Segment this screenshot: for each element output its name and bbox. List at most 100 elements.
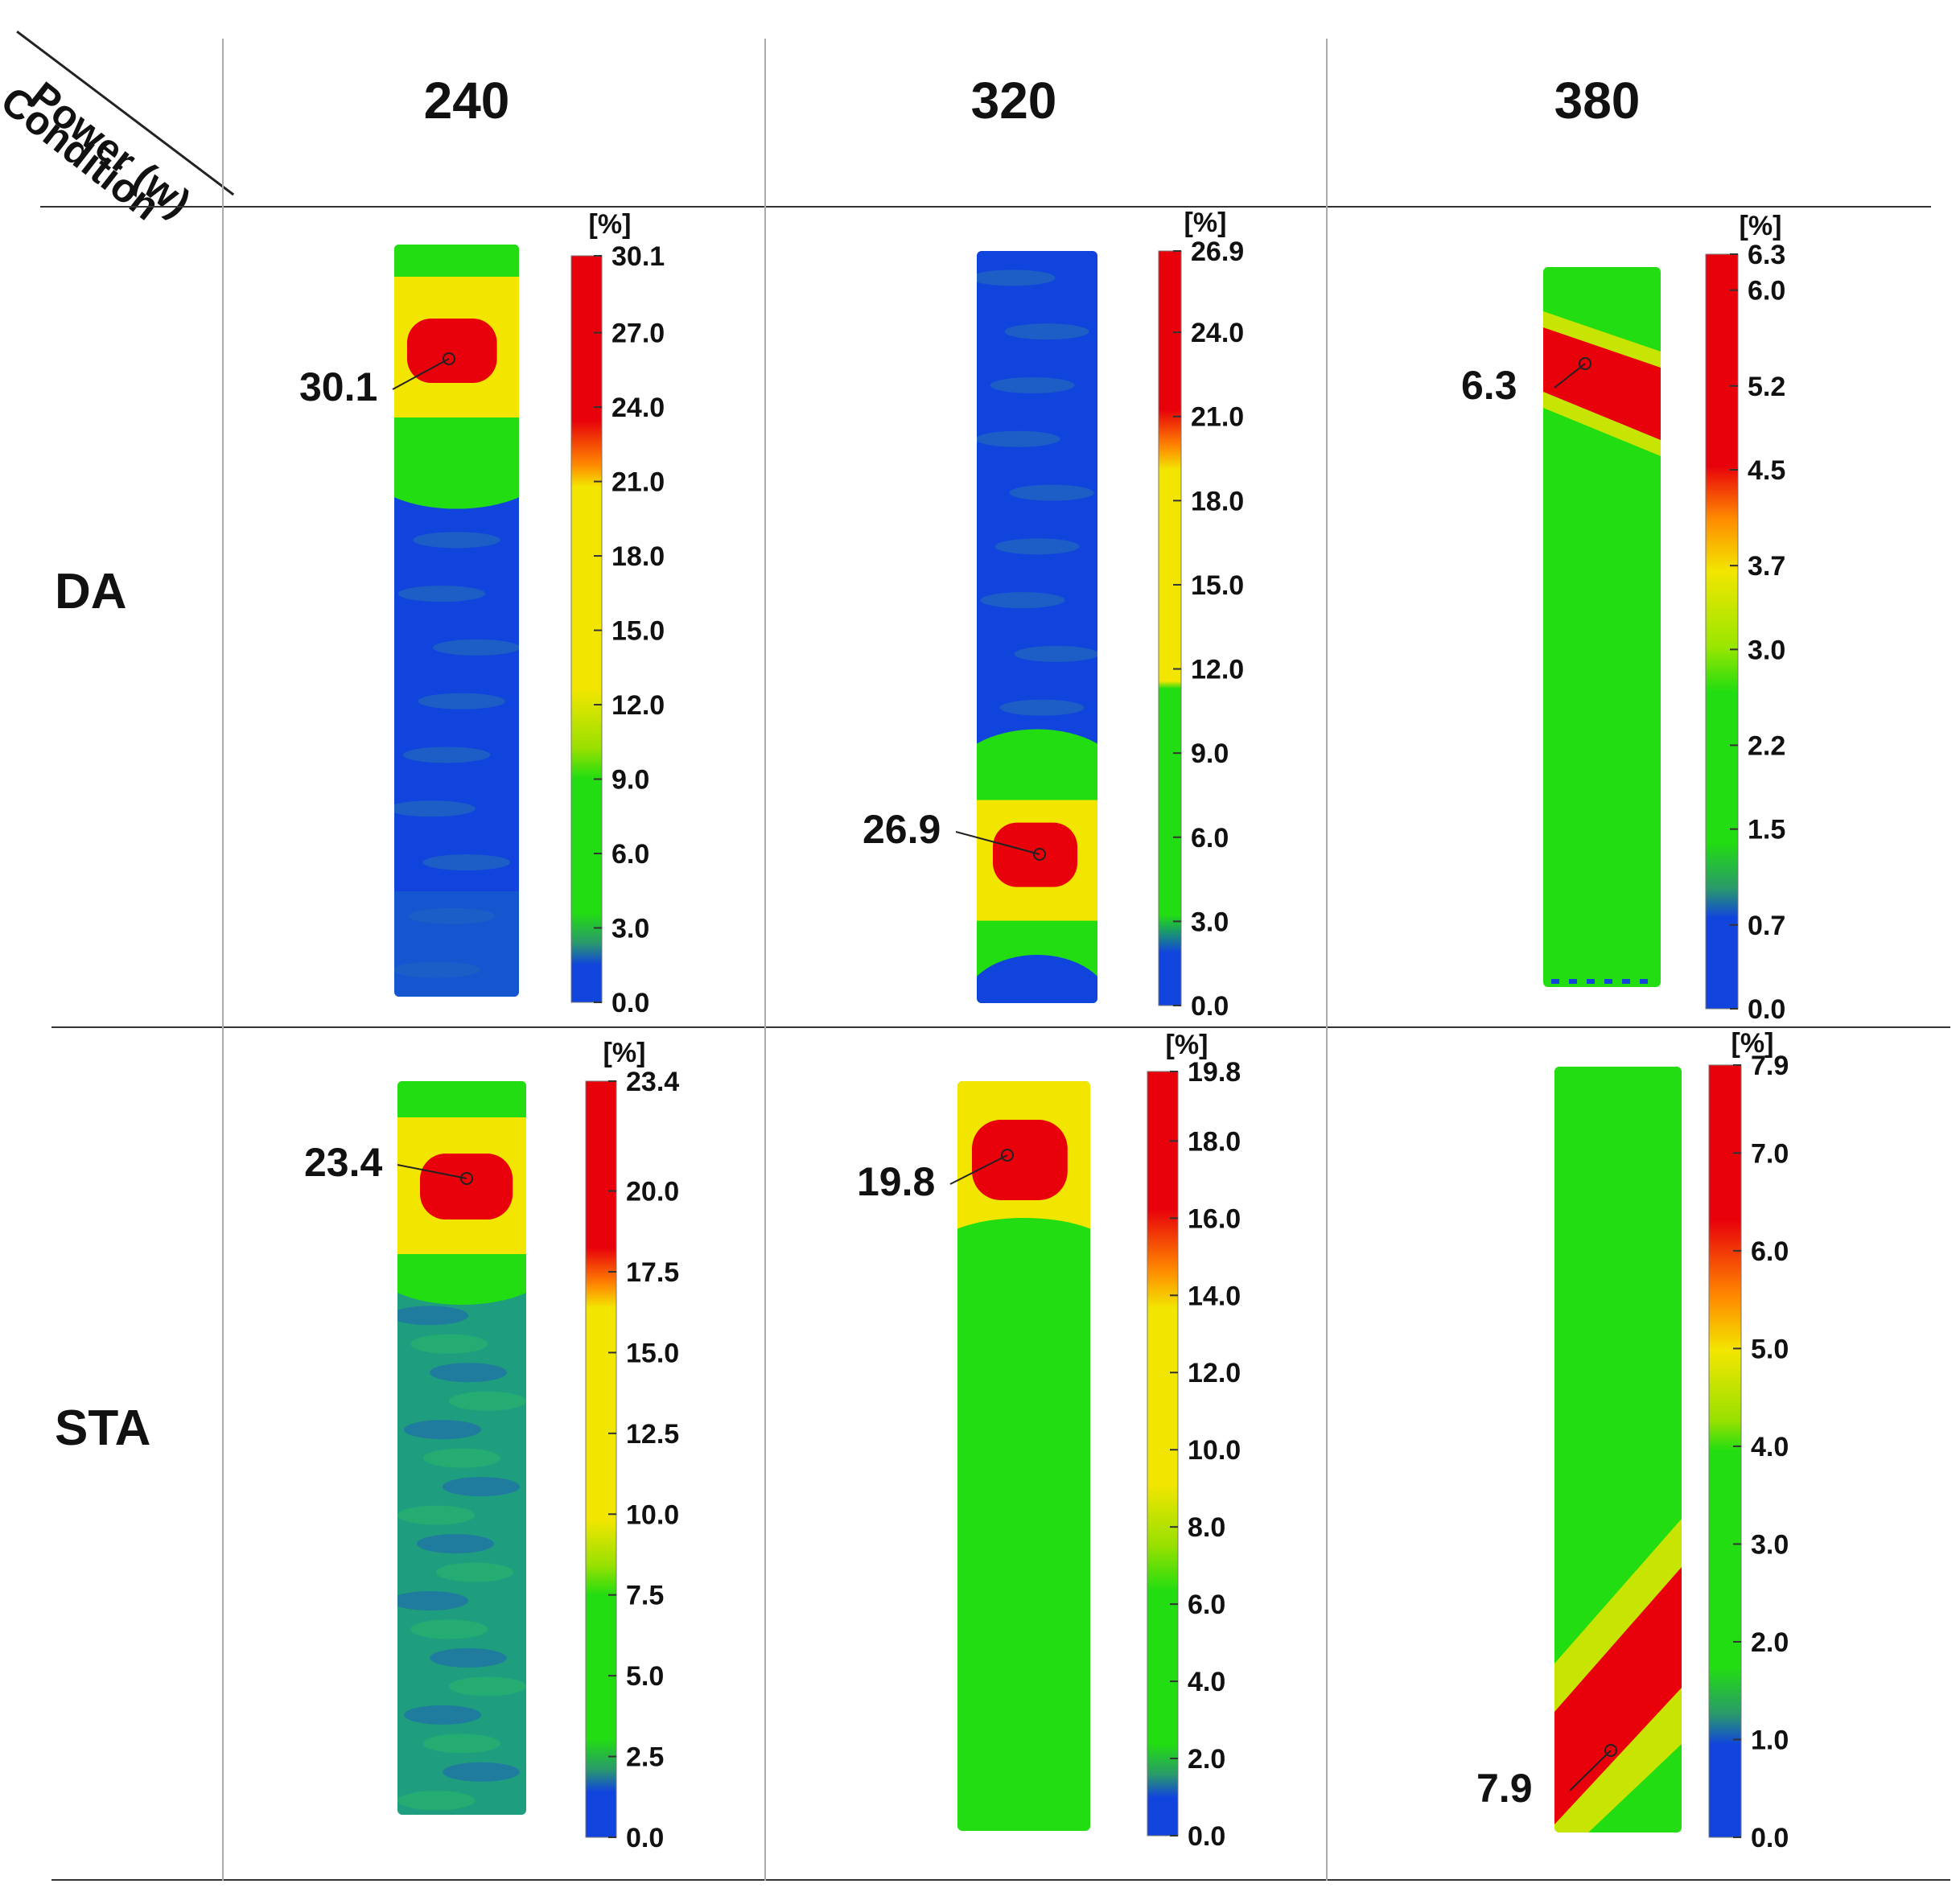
scale-tick-label: 2.0 <box>1751 1627 1789 1658</box>
scale-tick-label: 3.0 <box>1191 907 1229 937</box>
moderate-strain-region <box>394 431 519 509</box>
specimen-strain-map <box>977 251 1097 1003</box>
peak-marker <box>1001 1149 1014 1162</box>
scale-tick-label: 0.0 <box>1191 991 1229 1022</box>
scale-tick-label: 18.0 <box>611 541 665 572</box>
mottle-mark <box>410 1334 488 1354</box>
peak-strain-region <box>993 822 1077 887</box>
peak-callout-leader <box>397 1164 467 1179</box>
scale-tick-label: 9.0 <box>1191 738 1229 769</box>
scale-tick-label: 3.0 <box>1751 1529 1789 1560</box>
peak-strain-region <box>1543 327 1661 440</box>
scale-tick-label: 3.0 <box>1748 635 1785 665</box>
peak-callout-leader <box>955 831 1040 855</box>
scale-tick-label: 30.1 <box>611 241 665 272</box>
mottle-mark <box>394 800 476 817</box>
low-strain-speck <box>1587 979 1595 984</box>
scale-tick-label: 12.0 <box>611 690 665 721</box>
peak-callout-leader <box>1554 363 1586 389</box>
scale-tick-label: 14.0 <box>1188 1281 1241 1311</box>
scale-tick-label: 0.0 <box>1751 1823 1789 1853</box>
scale-tick-label: 5.0 <box>1751 1334 1789 1364</box>
moderate-strain-region <box>397 1081 526 1117</box>
scale-tick-label: 5.0 <box>626 1661 664 1692</box>
mottle-mark <box>413 532 500 549</box>
specimen-strain-map <box>1543 267 1661 987</box>
peak-strain-region <box>972 1120 1068 1200</box>
mottle-mark <box>449 1676 526 1697</box>
mottle-mark <box>449 1391 526 1411</box>
specimen-strain-map <box>394 245 519 997</box>
mottle-mark <box>980 592 1065 609</box>
peak-marker <box>460 1172 473 1185</box>
scale-tick-label: 1.0 <box>1751 1725 1789 1755</box>
scale-tick-label: 6.0 <box>611 839 649 870</box>
scale-tick-label: 0.7 <box>1748 911 1785 941</box>
color-scale-bar <box>1158 250 1182 1006</box>
mottle-mark <box>397 586 486 603</box>
scale-unit-label: [%] <box>1731 1028 1774 1059</box>
scale-tick-label: 9.0 <box>611 765 649 796</box>
mottle-mark <box>423 1734 500 1754</box>
scale-tick-label: 20.0 <box>626 1177 679 1207</box>
mottle-mark <box>402 747 491 763</box>
peak-marker <box>1604 1744 1617 1757</box>
scale-tick-label: 15.0 <box>1191 570 1244 601</box>
peak-callout-value: 6.3 <box>1461 363 1517 408</box>
scale-tick-label: 12.0 <box>1191 655 1244 685</box>
scale-tick-label: 17.5 <box>626 1257 679 1288</box>
mottle-mark <box>436 1562 513 1582</box>
mottle-mark <box>422 854 511 871</box>
scale-tick-label: 4.5 <box>1748 455 1785 486</box>
low-strain-speck <box>1622 979 1630 984</box>
mottle-mark <box>397 1505 475 1525</box>
moderate-strain-region <box>957 1218 1090 1290</box>
scale-tick-label: 6.0 <box>1751 1236 1789 1267</box>
bottom-rule <box>51 1879 1950 1881</box>
scale-tick-label: 23.4 <box>626 1067 679 1097</box>
peak-marker <box>1033 848 1046 861</box>
color-scale-bar <box>585 1080 617 1838</box>
row-label-sta: STA <box>55 1400 151 1456</box>
mottle-mark <box>443 1477 520 1497</box>
row-divider <box>51 1026 1950 1028</box>
scale-tick-label: 15.0 <box>611 616 665 647</box>
column-divider-2 <box>764 39 766 1881</box>
moderate-strain-region <box>394 245 519 277</box>
scale-tick-label: 24.0 <box>1191 318 1244 348</box>
header-divider <box>40 206 1931 208</box>
scale-unit-label: [%] <box>1166 1030 1209 1060</box>
color-scale-bar <box>1147 1071 1179 1836</box>
peak-callout-value: 7.9 <box>1476 1766 1533 1811</box>
mottle-mark <box>1014 645 1097 662</box>
scale-tick-label: 8.0 <box>1188 1512 1225 1543</box>
low-strain-speck <box>1569 979 1577 984</box>
peak-strain-region <box>420 1154 513 1220</box>
scale-tick-label: 0.0 <box>611 988 649 1018</box>
scale-tick-label: 5.2 <box>1748 372 1785 402</box>
column-header-320: 320 <box>970 72 1057 130</box>
specimen-strain-map <box>397 1081 526 1815</box>
specimen-strain-map <box>957 1081 1090 1831</box>
scale-tick-label: 18.0 <box>1188 1126 1241 1157</box>
column-header-380: 380 <box>1554 72 1641 130</box>
mottle-mark <box>417 1534 494 1554</box>
scale-tick-label: 12.5 <box>626 1419 679 1450</box>
color-scale-bar <box>1708 1064 1742 1838</box>
scale-tick-label: 6.0 <box>1748 276 1785 306</box>
mottle-mark <box>423 1448 500 1468</box>
column-header-240: 240 <box>423 72 510 130</box>
color-scale-bar <box>570 255 603 1003</box>
peak-strain-region <box>407 319 497 383</box>
scale-tick-label: 7.5 <box>626 1581 664 1611</box>
scale-tick-label: 7.0 <box>1751 1138 1789 1169</box>
mottle-mark <box>430 1363 507 1383</box>
scale-tick-label: 2.2 <box>1748 730 1785 761</box>
mottle-mark <box>1009 484 1094 501</box>
mottle-mark <box>994 538 1080 555</box>
color-scale-bar <box>1705 253 1739 1010</box>
